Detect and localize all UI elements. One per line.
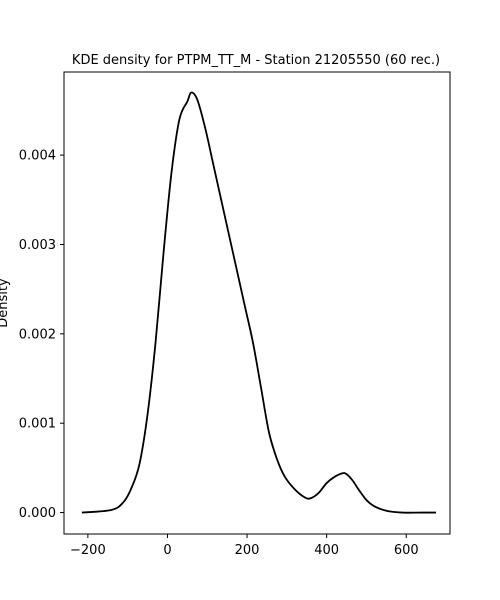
- x-tick-label: 200: [235, 543, 260, 558]
- y-tick-label: 0.002: [19, 327, 56, 342]
- y-axis-label: Density: [0, 278, 11, 328]
- x-tick-label: −200: [70, 543, 106, 558]
- x-tick-label: 600: [394, 543, 419, 558]
- y-tick-label: 0.001: [19, 417, 56, 432]
- chart-title: KDE density for PTPM_TT_M - Station 2120…: [72, 53, 440, 68]
- x-tick-label: 400: [314, 543, 339, 558]
- x-tick-label: 0: [163, 543, 171, 558]
- y-axis: 0.000 0.001 0.002 0.003 0.004: [19, 149, 64, 521]
- kde-curve-0: [81, 91, 437, 514]
- plot-frame: [63, 71, 451, 535]
- x-axis: −200 0 200 400 600: [70, 534, 419, 558]
- y-tick-label: 0.004: [19, 149, 56, 164]
- y-tick-label: 0.000: [19, 506, 56, 521]
- y-tick-label: 0.003: [19, 238, 56, 253]
- plot-area: [63, 71, 451, 535]
